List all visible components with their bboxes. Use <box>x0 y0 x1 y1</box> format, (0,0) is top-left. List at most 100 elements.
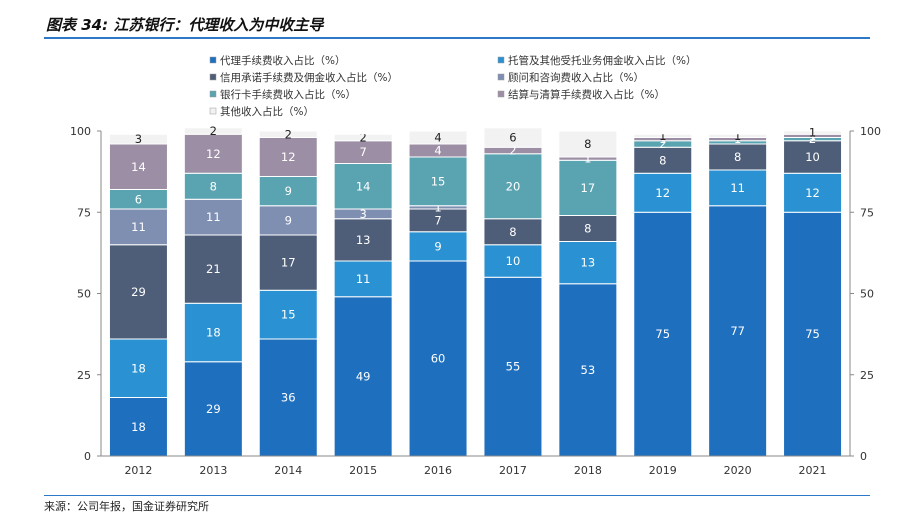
y-tick-label-left: 0 <box>84 450 91 463</box>
bar-data-label: 2 <box>210 124 217 138</box>
bar-remainder <box>708 131 767 135</box>
bar-data-label: 75 <box>655 327 670 341</box>
bar-segment <box>183 234 243 304</box>
figure-title: 图表 34: 江苏银行：代理收入为中收主导 <box>46 16 324 34</box>
x-tick-label: 2016 <box>424 464 452 477</box>
bar-data-label: 1 <box>434 200 441 214</box>
legend-label-6: 其他收入占比（%） <box>220 105 314 118</box>
bar-data-label: 13 <box>581 256 596 270</box>
bar-segment <box>708 143 768 171</box>
bar-data-label: 11 <box>131 220 146 234</box>
x-tick-label: 2018 <box>574 464 602 477</box>
bar-data-label: 10 <box>506 254 521 268</box>
bar-data-label: 4 <box>434 144 441 158</box>
bar-remainder <box>109 131 168 135</box>
x-tick-label: 2013 <box>199 464 227 477</box>
bar-data-label: 49 <box>356 369 371 383</box>
bar-data-label: 8 <box>210 179 217 193</box>
legend-label-3: 顾问和咨询费收入占比（%） <box>508 71 644 84</box>
bar-data-label: 2 <box>659 137 666 151</box>
bar-segment <box>408 130 468 145</box>
bar-segment <box>183 302 243 363</box>
bar-segment <box>483 218 543 246</box>
bar-data-label: 12 <box>805 186 820 200</box>
figure-header: 图表 34: 江苏银行：代理收入为中收主导 <box>44 11 870 39</box>
bar-data-label: 8 <box>584 137 591 151</box>
bar-data-label: 6 <box>135 192 142 206</box>
y-tick-label-right: 25 <box>860 369 874 382</box>
bar-data-label: 8 <box>734 150 741 164</box>
bar-data-label: 10 <box>805 150 820 164</box>
bar-data-label: 60 <box>431 352 446 366</box>
bar-data-label: 15 <box>281 308 296 322</box>
bar-segment <box>408 156 468 207</box>
bar-data-label: 15 <box>431 174 446 188</box>
y-tick-label-left: 75 <box>77 206 91 219</box>
bar-data-label: 17 <box>581 181 596 195</box>
bar-data-label: 14 <box>131 160 146 174</box>
bar-data-label: 1 <box>659 132 666 146</box>
bar-data-label: 3 <box>359 207 366 221</box>
y-tick-label-right: 0 <box>860 450 867 463</box>
bar-data-label: 13 <box>356 233 371 247</box>
bar-data-label: 29 <box>131 285 146 299</box>
bar-segment <box>108 208 168 246</box>
x-tick-label: 2012 <box>124 464 152 477</box>
figure-source: 来源：公司年报，国金证券研究所 <box>44 500 209 513</box>
bar-data-label: 18 <box>131 420 146 434</box>
legend-swatch-5 <box>497 90 505 98</box>
bar-data-label: 14 <box>356 179 371 193</box>
bar-data-label: 1 <box>809 126 816 140</box>
bar-data-label: 11 <box>206 210 221 224</box>
bar-segment <box>783 140 843 174</box>
bar-segment <box>183 127 243 135</box>
footer-divider <box>44 495 870 496</box>
legend-swatch-4 <box>209 90 217 98</box>
bar-segment <box>258 137 318 177</box>
bar-data-label: 20 <box>506 179 521 193</box>
x-tick-label: 2020 <box>724 464 752 477</box>
y-tick-label-left: 25 <box>77 369 91 382</box>
chart-legend: 代理手续费收入占比（%） 托管及其他受托业务佣金收入占比（%） 信用承诺手续费及佣金… <box>209 54 696 118</box>
bar-data-label: 18 <box>131 361 146 375</box>
bar-segment <box>408 231 468 262</box>
x-tick-label: 2017 <box>499 464 527 477</box>
bar-segment <box>558 241 618 285</box>
bar-data-label: 17 <box>281 256 296 270</box>
bar-segment <box>483 127 543 148</box>
bar-data-label: 11 <box>730 181 745 195</box>
x-tick-label: 2019 <box>649 464 677 477</box>
bar-segment <box>708 205 768 457</box>
bar-segment <box>183 198 243 236</box>
bar-data-label: 55 <box>506 360 521 374</box>
legend-swatch-1 <box>497 56 505 64</box>
bar-data-label: 75 <box>805 327 820 341</box>
y-tick-label-right: 100 <box>860 125 881 138</box>
y-tick-label-left: 100 <box>70 125 91 138</box>
bar-data-label: 8 <box>659 153 666 167</box>
bar-data-label: 12 <box>206 147 221 161</box>
bar-segment <box>333 218 393 262</box>
bar-data-label: 11 <box>356 272 371 286</box>
bar-data-label: 21 <box>206 262 221 276</box>
bar-data-label: 9 <box>434 239 441 253</box>
x-tick-label: 2014 <box>274 464 302 477</box>
x-tick-label: 2021 <box>799 464 827 477</box>
bar-data-label: 1 <box>584 152 591 166</box>
bar-data-label: 12 <box>281 150 296 164</box>
bar-segment <box>333 260 393 298</box>
bar-segment <box>558 159 618 216</box>
bar-data-label: 6 <box>509 131 516 145</box>
bar-data-label: 77 <box>730 324 745 338</box>
bar-segment <box>333 296 393 457</box>
bar-data-label: 1 <box>659 129 666 143</box>
legend-label-1: 托管及其他受托业务佣金收入占比（%） <box>508 54 696 67</box>
bar-segment <box>483 276 543 457</box>
y-tick-label-right: 50 <box>860 288 874 301</box>
bar-data-label: 7 <box>434 213 441 227</box>
bar-segment <box>258 205 318 236</box>
bar-segment <box>408 260 468 457</box>
bar-data-label: 1 <box>809 129 816 143</box>
y-tick-label-right: 75 <box>860 206 874 219</box>
bar-data-label: 18 <box>206 326 221 340</box>
